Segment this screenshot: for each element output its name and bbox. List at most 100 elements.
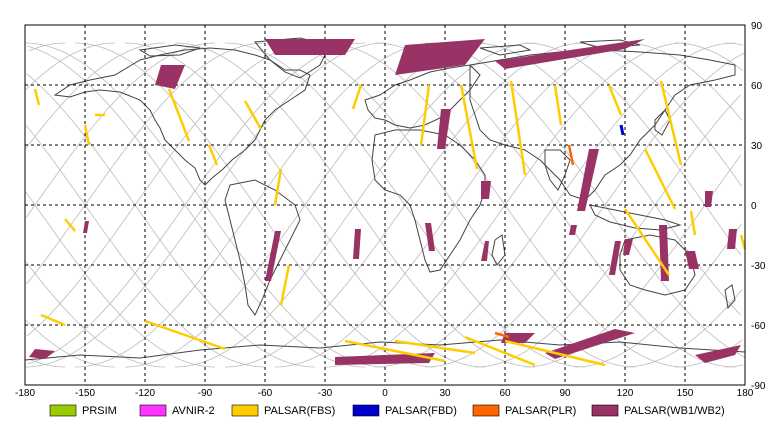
swath-fbs: [167, 88, 191, 142]
coast-india: [544, 149, 571, 191]
tick-label-x: -150: [75, 388, 95, 399]
swath-wb: [29, 349, 55, 359]
swath-fbs: [659, 80, 683, 166]
tick-label-y: 30: [751, 141, 763, 152]
plot-frame: [24, 24, 746, 386]
orbit-track: [274, 42, 636, 368]
coverage-swaths: [29, 39, 747, 367]
orbit-track: [26, 42, 743, 368]
swath-wb: [495, 39, 645, 69]
tick-label-x: -60: [258, 388, 273, 399]
tick-label-y: -60: [751, 321, 766, 332]
legend-swatch: [591, 404, 619, 417]
swath-wb: [501, 333, 535, 343]
tick-label-y: -30: [751, 261, 766, 272]
swath-fbs: [419, 84, 431, 146]
swath-wb: [685, 251, 699, 269]
tick-label-y: 90: [751, 21, 763, 32]
swath-wb: [727, 229, 737, 249]
swath-fbs: [504, 339, 606, 367]
legend-label: PRSIM: [82, 405, 117, 417]
swath-fbs: [83, 124, 91, 146]
swath-wb: [155, 65, 185, 89]
tick-label-x: 150: [677, 388, 694, 399]
swath-fbs: [33, 88, 41, 106]
swath-wb: [437, 109, 451, 149]
swath-fbs: [394, 339, 476, 355]
swath-fbd: [619, 124, 625, 136]
swath-fbs: [459, 84, 479, 170]
swath-fbs: [144, 319, 226, 351]
coast-africa: [371, 129, 486, 273]
swath-wb: [481, 241, 489, 261]
legend-swatch: [139, 404, 167, 417]
swath-fbs: [623, 208, 671, 276]
swath-fbs: [689, 210, 697, 236]
tick-label-y: -90: [751, 381, 766, 392]
tick-label-x: 60: [499, 388, 511, 399]
orbit-track: [24, 42, 741, 368]
coast-new-zealand: [724, 284, 736, 310]
tick-label-x: -90: [198, 388, 213, 399]
swath-plr: [567, 144, 575, 166]
swath-fbs: [607, 84, 623, 116]
swath-wb: [481, 181, 491, 199]
legend: PRSIM AVNIR-2 PALSAR(FBS) PALSAR(FBD) PALSAR…: [49, 404, 725, 417]
swath-fbs: [243, 100, 263, 130]
swath-wb: [353, 229, 361, 259]
swath-wb: [395, 39, 485, 75]
swath-fbs: [553, 84, 563, 126]
swath-wb: [569, 225, 577, 235]
legend-label: PALSAR(WB1/WB2): [624, 405, 725, 417]
legend-swatch: [472, 404, 500, 417]
legend-swatch: [49, 404, 77, 417]
swath-wb: [265, 231, 281, 281]
coast-australia: [619, 234, 696, 296]
coast-arctic-islands: [138, 39, 641, 57]
swath-wb: [695, 345, 741, 363]
axis-ticks: -180 -150 -120 -90 -60 -30 0 30 60 90 120 150 180 90 6…: [15, 21, 766, 399]
swath-fbs: [40, 313, 66, 327]
legend-label: PALSAR(FBD): [385, 405, 457, 417]
graticule: [25, 25, 745, 385]
coast-madagascar: [491, 234, 506, 266]
coast-north-america: [53, 47, 311, 186]
tick-label-x: 30: [439, 388, 451, 399]
swath-fbs: [643, 148, 677, 210]
legend-label: PALSAR(PLR): [505, 405, 576, 417]
coast-asia: [469, 49, 736, 201]
coastlines: [24, 37, 746, 361]
coast-south-america: [224, 179, 301, 316]
swath-fbs: [351, 84, 363, 110]
tick-label-x: 180: [737, 388, 754, 399]
legend-label: PALSAR(FBS): [264, 405, 335, 417]
tick-label-y: 0: [751, 201, 757, 212]
swath-wb: [425, 223, 435, 251]
swath-plr: [494, 331, 510, 339]
tick-label-x: 120: [617, 388, 634, 399]
swath-fbs: [64, 218, 76, 232]
swath-fbs: [739, 234, 747, 250]
swath-fbs: [509, 80, 527, 176]
coast-japan: [654, 109, 671, 136]
swath-wb: [335, 353, 435, 365]
swath-wb: [623, 239, 633, 255]
legend-swatch: [231, 404, 259, 417]
swath-wb: [83, 221, 89, 233]
tick-label-x: -180: [15, 388, 35, 399]
orbit-track: [27, 42, 744, 368]
legend-swatch: [352, 404, 380, 417]
swath-wb: [705, 191, 713, 207]
swath-fbs: [273, 168, 283, 206]
orbit-track: [26, 42, 743, 368]
tick-label-y: 60: [751, 81, 763, 92]
orbit-track: [26, 42, 743, 368]
swath-wb: [545, 329, 635, 359]
swath-wb: [265, 39, 355, 55]
swath-fbs: [344, 339, 446, 363]
swath-wb: [577, 149, 599, 211]
tick-label-x: -30: [318, 388, 333, 399]
swath-fbs: [207, 144, 219, 166]
swath-fbs: [464, 335, 536, 367]
